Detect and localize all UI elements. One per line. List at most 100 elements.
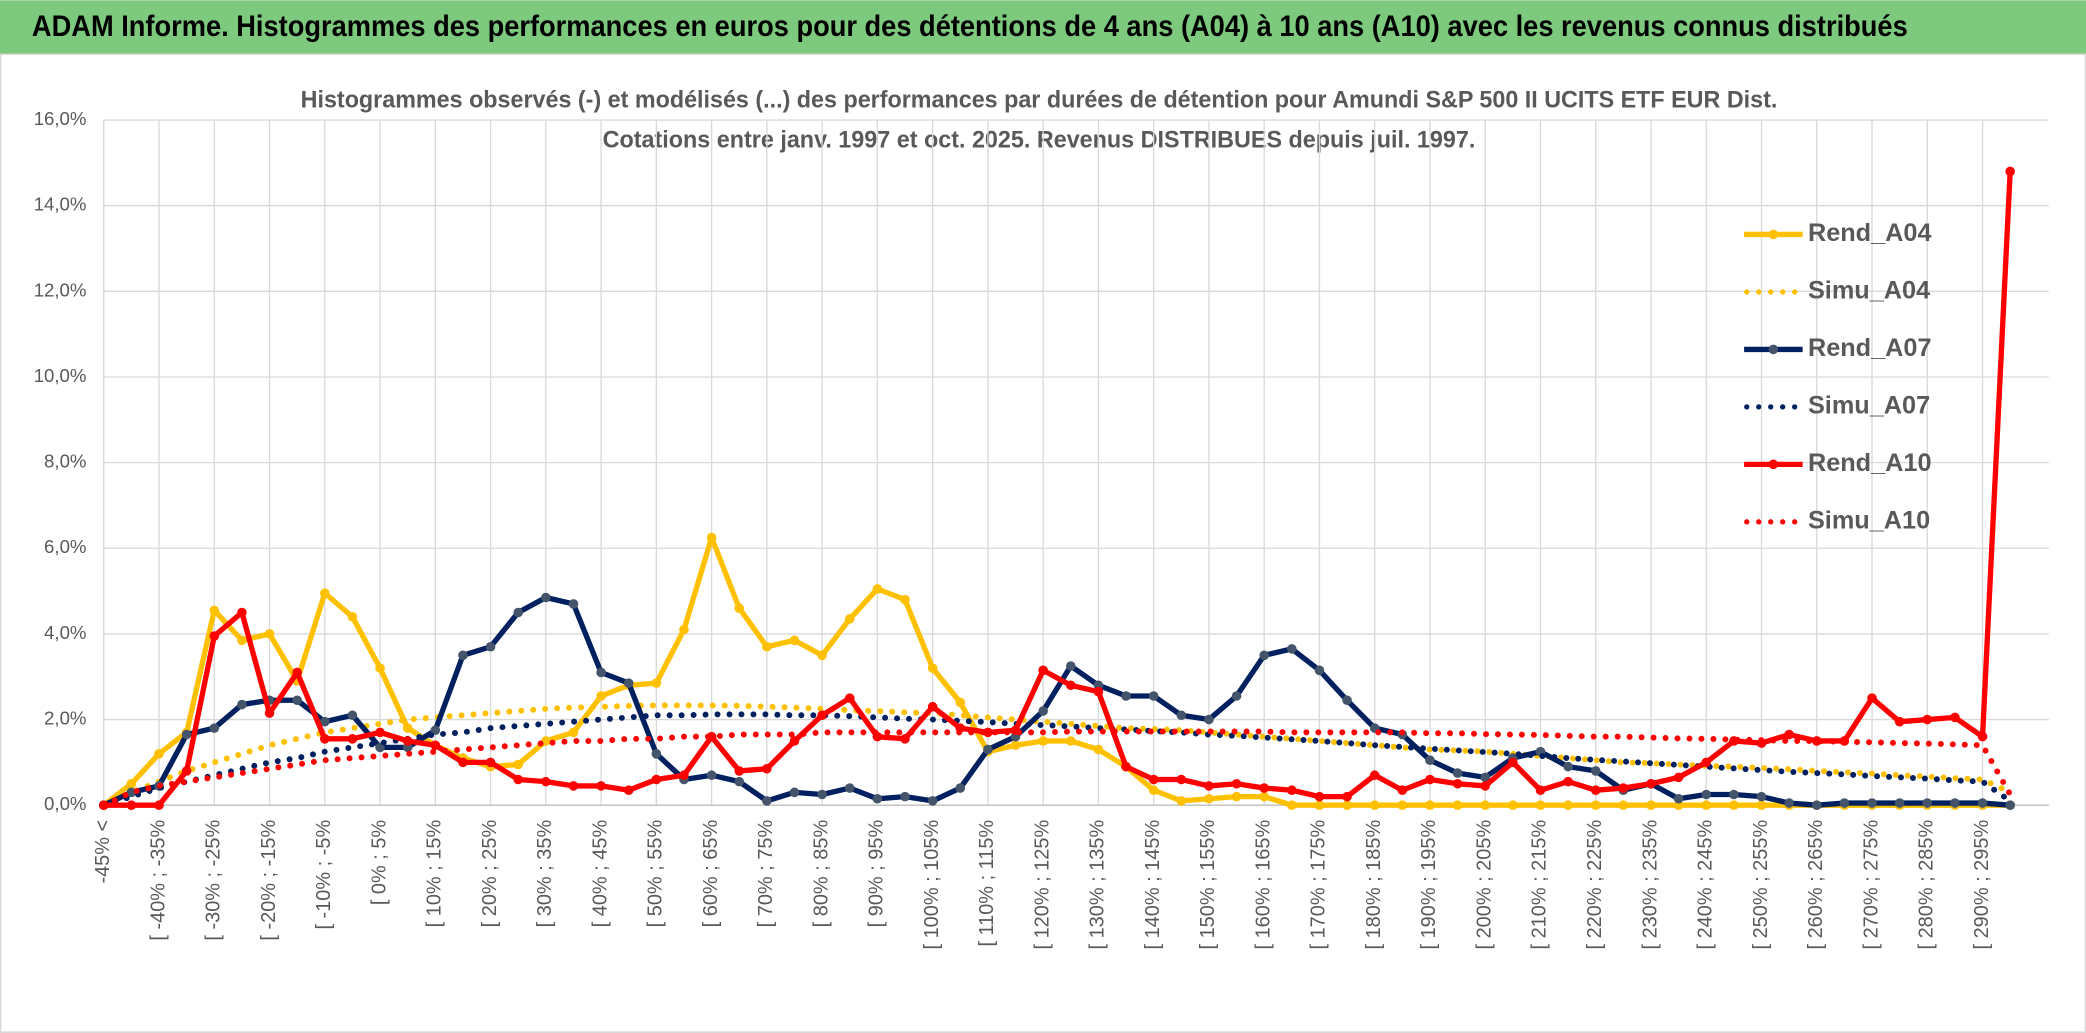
point <box>264 708 275 718</box>
point <box>237 699 247 710</box>
point <box>1148 785 1159 795</box>
x-tick-label: [ 130% ; 135% <box>1087 820 1109 950</box>
point <box>900 594 910 605</box>
point <box>1204 781 1214 791</box>
point <box>1038 706 1048 716</box>
point <box>1231 791 1242 802</box>
point <box>292 695 302 706</box>
point <box>1480 800 1491 810</box>
point <box>292 667 302 678</box>
point <box>1950 798 1960 808</box>
legend-label: Simu_A04 <box>1808 277 1930 305</box>
x-tick-label: [ 110% ; 115% <box>976 820 998 947</box>
point <box>651 774 662 785</box>
point <box>651 749 662 759</box>
x-tick-label: [ 20% ; 25% <box>479 820 501 928</box>
point <box>126 778 137 789</box>
point <box>1121 691 1131 701</box>
point <box>1673 772 1684 783</box>
point <box>872 793 883 804</box>
x-tick-label: [ 270% ; 275% <box>1860 820 1882 950</box>
point <box>320 588 330 599</box>
point <box>375 663 385 673</box>
point <box>1397 800 1408 810</box>
point <box>1701 757 1712 768</box>
point <box>1148 774 1159 785</box>
series-line <box>100 711 2014 809</box>
point <box>706 532 717 543</box>
point <box>1535 785 1546 795</box>
point <box>1369 800 1380 810</box>
x-tick-label: [ 60% ; 65% <box>700 820 722 928</box>
legend-label: Rend_A04 <box>1808 219 1932 247</box>
point <box>1287 644 1297 654</box>
legend-label: Rend_A07 <box>1808 334 1932 362</box>
point <box>1425 774 1435 785</box>
x-tick-label: [ -40% ; -35% <box>147 820 169 941</box>
point <box>983 744 993 755</box>
point <box>209 631 220 641</box>
x-tick-label: [ 260% ; 265% <box>1805 820 1827 950</box>
point <box>568 599 579 609</box>
point <box>927 796 938 806</box>
x-tick-label: [ 210% ; 215% <box>1529 820 1551 950</box>
y-tick-label: 14,0% <box>34 194 87 215</box>
x-tick-label: [ 140% ; 145% <box>1142 820 1164 950</box>
point <box>568 727 579 738</box>
point <box>1176 710 1187 721</box>
point <box>264 629 275 639</box>
x-tick-label: [ 70% ; 75% <box>755 820 777 928</box>
point <box>1065 661 1076 671</box>
point <box>1673 793 1684 804</box>
point <box>1729 789 1739 800</box>
point <box>1204 714 1214 725</box>
point <box>817 789 827 800</box>
point <box>1093 744 1104 755</box>
point <box>1563 800 1573 810</box>
point <box>1148 691 1159 701</box>
point <box>1894 798 1905 808</box>
point <box>513 607 523 618</box>
point <box>1231 778 1242 789</box>
point <box>375 727 385 738</box>
point <box>596 667 606 678</box>
x-tick-label: [ 290% ; 295% <box>1971 820 1993 950</box>
point <box>762 641 772 652</box>
x-tick-label: [ 190% ; 195% <box>1418 820 1440 950</box>
x-tick-label: [ 100% ; 105% <box>921 820 943 950</box>
point <box>1065 736 1076 746</box>
x-tick-label: [ 120% ; 125% <box>1031 820 1053 950</box>
point <box>1646 800 1656 810</box>
y-tick-label: 0,0% <box>44 793 86 814</box>
point <box>154 800 164 810</box>
point <box>1756 791 1767 802</box>
point <box>458 757 468 768</box>
point <box>430 740 441 751</box>
point <box>320 716 330 727</box>
y-tick-label: 4,0% <box>44 622 86 643</box>
x-tick-label: [ 40% ; 45% <box>589 820 611 928</box>
point <box>844 783 855 793</box>
x-tick-label: [ -30% ; -25% <box>203 820 225 941</box>
point <box>1010 740 1021 751</box>
point <box>402 723 413 733</box>
point <box>651 678 662 688</box>
point <box>1452 768 1463 778</box>
point <box>1590 800 1601 810</box>
point <box>623 678 634 688</box>
point <box>485 641 496 652</box>
point <box>402 736 413 746</box>
point <box>541 592 551 603</box>
x-tick-label: [ 240% ; 245% <box>1695 820 1717 950</box>
point <box>1204 793 1214 804</box>
point <box>1480 781 1491 791</box>
x-tick-label: [ 0% ; 5% <box>368 820 390 906</box>
y-tick-label: 10,0% <box>34 365 87 386</box>
x-tick-label: [ 200% ; 205% <box>1473 820 1495 950</box>
series-line <box>100 702 2014 809</box>
point <box>789 736 800 746</box>
point <box>1922 714 1933 725</box>
x-tick-label: [ 50% ; 55% <box>645 820 667 928</box>
point <box>430 725 441 736</box>
